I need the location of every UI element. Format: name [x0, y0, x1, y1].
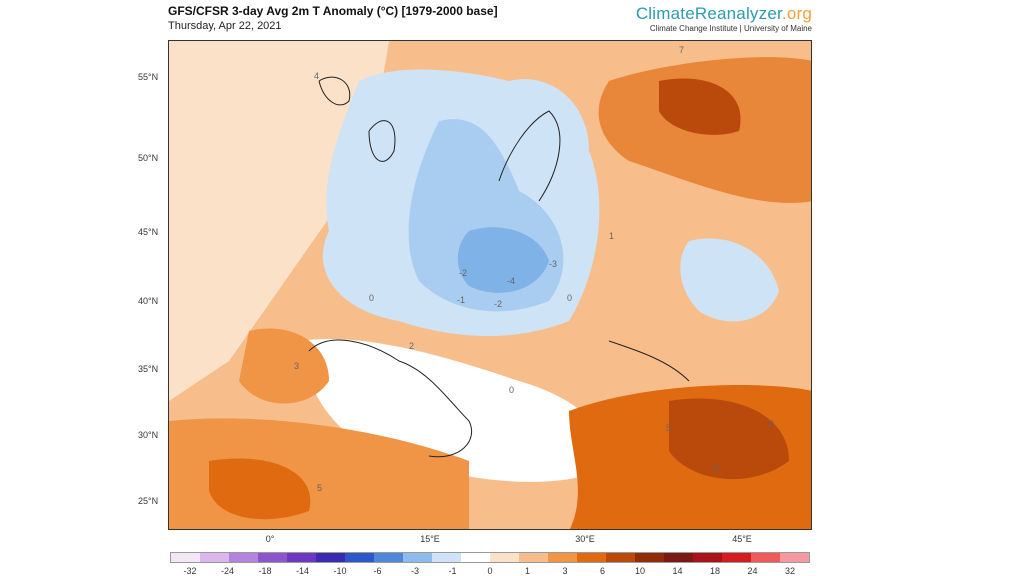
- contour-label: -2: [494, 299, 503, 309]
- map-date: Thursday, Apr 22, 2021: [168, 20, 282, 32]
- hot-core-africa: [209, 458, 311, 520]
- colorbar-tick-label: -1: [448, 566, 457, 576]
- contour-label: -2: [459, 268, 468, 278]
- colorbar-tick-label: 0: [487, 566, 493, 576]
- colorbar-swatch: [258, 553, 287, 562]
- map-canvas: [169, 41, 811, 529]
- lat-label-40: 40°N: [138, 296, 159, 306]
- colorbar-swatch: [780, 553, 809, 562]
- contour-label: -4: [507, 276, 516, 286]
- colorbar-swatch: [577, 553, 606, 562]
- colorbar-swatch: [287, 553, 316, 562]
- colorbar-swatch: [316, 553, 345, 562]
- brand-subtitle: Climate Change Institute | University of…: [649, 24, 812, 33]
- colorbar-swatch: [606, 553, 635, 562]
- contour-label: 0: [509, 385, 515, 395]
- contour-label: 2: [409, 341, 415, 351]
- contour-label: -1: [457, 295, 466, 305]
- colorbar-tick-label: 6: [599, 566, 606, 576]
- colorbar-swatch: [374, 553, 403, 562]
- contour-label: 7: [679, 45, 685, 55]
- warm-region-iberia: [239, 328, 329, 404]
- colorbar-swatch: [229, 553, 258, 562]
- contour-label: 4: [314, 71, 320, 81]
- colorbar-tick-label: -32: [183, 566, 197, 576]
- atlantic-region: [169, 41, 389, 401]
- coastlines: [308, 76, 690, 458]
- colorbar-swatch: [461, 553, 490, 562]
- colorbar-tick-label: 24: [747, 566, 758, 576]
- lon-label-0: 0°: [265, 534, 275, 544]
- colorbar-tick-label: -6: [373, 566, 382, 576]
- brand-suffix: .org: [781, 4, 812, 23]
- colorbar-swatch: [490, 553, 519, 562]
- colorbar-swatch: [693, 553, 722, 562]
- colorbar-swatch: [345, 553, 374, 562]
- cool-region-core: [457, 227, 549, 293]
- brand-name: ClimateReanalyzer: [635, 4, 782, 23]
- lat-label-45: 45°N: [138, 227, 159, 237]
- colorbar-swatch: [432, 553, 461, 562]
- colorbar-tick-label: 32: [784, 566, 796, 576]
- contour-label: -3: [549, 259, 558, 269]
- colorbar-tick-label: 1: [524, 566, 531, 576]
- colorbar-tick-label: -10: [333, 566, 347, 576]
- colorbar-swatch: [519, 553, 548, 562]
- hot-core-middle-east: [669, 398, 789, 480]
- colorbar-tick-label: 18: [709, 566, 721, 576]
- contour-label: 6: [769, 419, 775, 429]
- colorbar-tick-label: 3: [562, 566, 568, 576]
- colorbar-swatch: [171, 553, 200, 562]
- lat-label-25: 25°N: [138, 496, 159, 506]
- colorbar-swatch: [403, 553, 432, 562]
- lon-label-15e: 15°E: [420, 534, 440, 544]
- hot-core-russia: [659, 78, 741, 135]
- lon-label-30e: 30°E: [575, 534, 595, 544]
- contour-label: 3: [294, 361, 300, 371]
- colorbar-tick-label: -14: [295, 566, 310, 576]
- colorbar-tick-label: 14: [672, 566, 683, 576]
- lat-label-50: 50°N: [138, 153, 159, 163]
- lat-label-55: 55°N: [138, 72, 159, 82]
- colorbar-tick-label: -24: [220, 566, 235, 576]
- contour-label: 1: [609, 231, 615, 241]
- colorbar-swatch: [664, 553, 693, 562]
- colorbar-tick-label: -18: [258, 566, 272, 576]
- contour-label: 5: [317, 483, 323, 493]
- colorbar-tick-label: 10: [634, 566, 646, 576]
- lon-label-45e: 45°E: [732, 534, 752, 544]
- colorbar-swatch: [548, 553, 577, 562]
- contour-label: 0: [567, 293, 573, 303]
- contour-label: 0: [369, 293, 375, 303]
- contour-label: 5: [666, 423, 672, 433]
- colorbar-swatch: [722, 553, 751, 562]
- contour-label: 6: [714, 463, 720, 473]
- map-title: GFS/CFSR 3-day Avg 2m T Anomaly (°C) [19…: [168, 4, 498, 18]
- colorbar-swatch: [200, 553, 229, 562]
- brand-logo[interactable]: ClimateReanalyzer.org: [636, 4, 812, 24]
- colorbar-swatch: [635, 553, 664, 562]
- lat-label-30: 30°N: [138, 430, 159, 440]
- anomaly-map[interactable]: -2 -3 -4 -1 -2 0 0 0 1 2 3 5 5 6 6 7 4: [168, 40, 812, 530]
- colorbar: [170, 552, 810, 563]
- colorbar-tick-label: -3: [410, 566, 420, 576]
- colorbar-swatch: [751, 553, 780, 562]
- lat-label-35: 35°N: [138, 364, 159, 374]
- cool-region-east: [680, 238, 779, 322]
